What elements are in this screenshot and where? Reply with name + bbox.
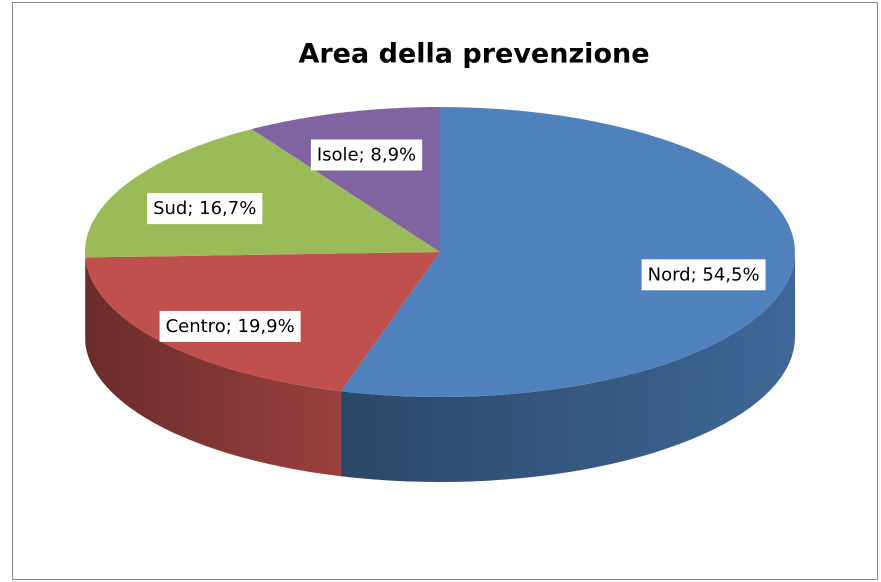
data-label: Sud; 16,7% — [153, 198, 256, 219]
chart-title: Area della prevenzione — [298, 39, 649, 70]
data-label-box — [147, 193, 263, 225]
data-label-box — [310, 139, 423, 171]
data-label: Centro; 19,9% — [166, 316, 295, 337]
data-label-box — [159, 310, 301, 342]
slice — [85, 129, 440, 258]
data-label: Isole; 8,9% — [317, 144, 416, 165]
slice-side — [85, 257, 341, 477]
slice — [340, 107, 795, 397]
slice-side — [340, 252, 795, 482]
data-label-box — [641, 259, 766, 291]
data-label: Nord; 54,5% — [648, 264, 760, 285]
